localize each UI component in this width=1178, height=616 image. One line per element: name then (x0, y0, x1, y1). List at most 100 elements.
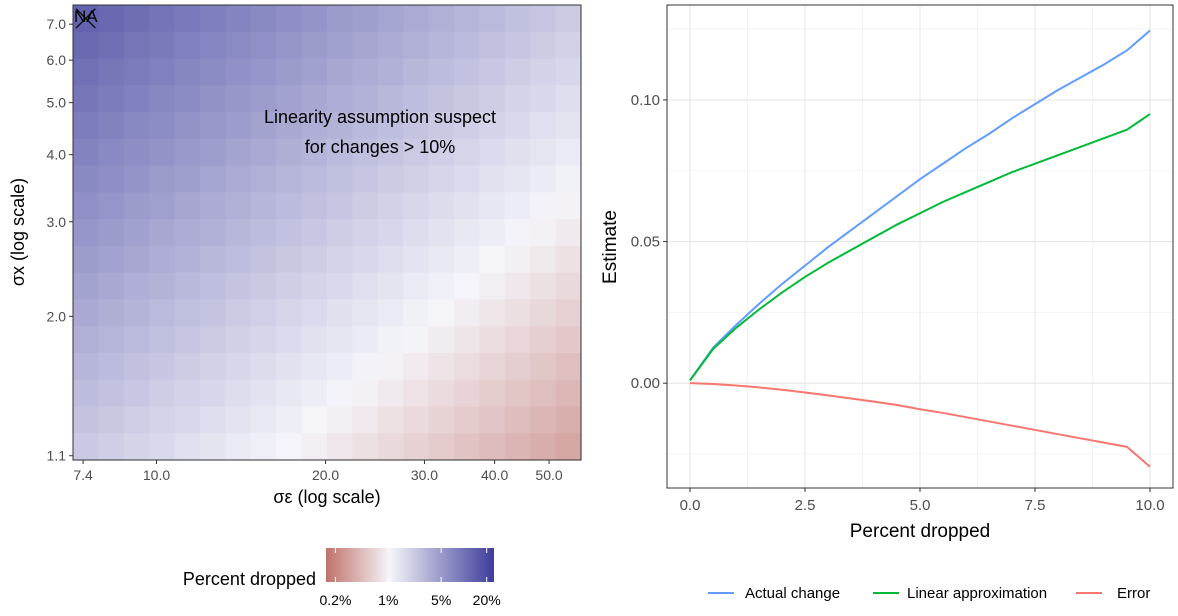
heatmap-cell (454, 112, 480, 140)
heatmap-cell (250, 352, 277, 381)
legend-entry: Linear approximation (873, 585, 1047, 602)
heatmap-cell (327, 192, 353, 220)
heatmap-cell (479, 165, 506, 193)
heatmap-cell (250, 219, 277, 247)
heatmap-cell (98, 352, 125, 381)
heatmap-cell (428, 299, 455, 327)
heatmap-cell (301, 85, 328, 113)
color-legend-tick-label: 0.2% (319, 592, 351, 608)
heatmap-cell (352, 5, 379, 33)
heatmap-cell (454, 31, 480, 60)
heatmap-cell (276, 112, 303, 140)
heatmap-cell (327, 5, 353, 33)
heatmap-cell (327, 326, 353, 354)
heatmap-cell (479, 326, 506, 354)
heatmap-cell (479, 379, 506, 408)
heatmap-cell (276, 5, 303, 33)
x-tick-label: 30.0 (411, 467, 438, 483)
heatmap-cell (403, 406, 430, 434)
heatmap-cell (250, 192, 277, 220)
heatmap-cell (276, 406, 303, 434)
heatmap-cell (123, 58, 150, 86)
heatmap-cell (555, 58, 582, 86)
heatmap-cell (276, 272, 303, 301)
heatmap-cell (250, 326, 277, 354)
heatmap-cell (504, 138, 531, 167)
line-y-axis: 0.00 0.05 0.10 (631, 92, 667, 392)
heatmap-cell (454, 165, 480, 193)
x-tick-label: 20.0 (312, 467, 339, 483)
heatmap-cell (352, 192, 379, 220)
heatmap-cell (98, 31, 125, 60)
heatmap-cell (377, 85, 404, 113)
heatmap-cell (352, 58, 379, 86)
heatmap-cell (73, 352, 99, 381)
y-tick-label: 0.10 (631, 92, 660, 109)
heatmap-cell (98, 272, 125, 301)
heatmap-cell (250, 138, 277, 167)
heatmap-cell (225, 379, 252, 408)
heatmap-cell (403, 31, 430, 60)
heatmap-cell (352, 112, 379, 140)
heatmap-cell (225, 5, 252, 33)
heatmap-cell (504, 112, 531, 140)
heatmap-cell (327, 245, 353, 274)
heatmap-cell (200, 245, 226, 274)
heatmap-cell (504, 192, 531, 220)
y-tick-label: 2.0 (47, 308, 67, 324)
heatmap-cell (174, 138, 201, 167)
heatmap-cell (123, 85, 150, 113)
heatmap-cell (454, 85, 480, 113)
heatmap-cell (123, 352, 150, 381)
line-legend: Actual change Linear approximation Error (708, 585, 1150, 602)
heatmap-cell (555, 138, 582, 167)
legend-label: Actual change (745, 585, 840, 602)
heatmap-cell (530, 192, 557, 220)
heatmap-cell (174, 31, 201, 60)
heatmap-cell (276, 379, 303, 408)
heatmap-cell (377, 406, 404, 434)
heatmap-cell (123, 433, 150, 461)
heatmap-cell (327, 433, 353, 461)
heatmap-cell (504, 352, 531, 381)
heatmap-cells (73, 5, 582, 461)
heatmap-cell (149, 272, 176, 301)
heatmap-cell (276, 85, 303, 113)
heatmap-cell (377, 272, 404, 301)
heatmap-cell (428, 31, 455, 60)
heatmap-cell (454, 272, 480, 301)
heatmap-cell (352, 219, 379, 247)
heatmap-cell (276, 433, 303, 461)
heatmap-cell (403, 5, 430, 33)
heatmap-cell (174, 352, 201, 381)
heatmap-cell (454, 299, 480, 327)
heatmap-cell (428, 272, 455, 301)
heatmap-cell (504, 165, 531, 193)
heatmap-cell (428, 245, 455, 274)
heatmap-y-label: σx (log scale) (8, 178, 28, 286)
heatmap-cell (174, 272, 201, 301)
heatmap-cell (98, 379, 125, 408)
heatmap-cell (225, 165, 252, 193)
heatmap-cell (149, 192, 176, 220)
heatmap-cell (276, 192, 303, 220)
heatmap-cell (276, 219, 303, 247)
heatmap-cell (428, 192, 455, 220)
heatmap-cell (403, 165, 430, 193)
heatmap-cell (225, 219, 252, 247)
line-grid (667, 5, 1173, 488)
heatmap-cell (504, 85, 531, 113)
heatmap-cell (428, 5, 455, 33)
x-tick-label: 5.0 (910, 497, 931, 514)
heatmap-cell (174, 58, 201, 86)
heatmap-cell (403, 352, 430, 381)
heatmap-cell (530, 406, 557, 434)
heatmap-cell (73, 58, 99, 86)
heatmap-cell (428, 406, 455, 434)
heatmap-cell (174, 379, 201, 408)
heatmap-cell (276, 352, 303, 381)
heatmap-cell (149, 299, 176, 327)
heatmap-cell (225, 326, 252, 354)
heatmap-cell (428, 379, 455, 408)
